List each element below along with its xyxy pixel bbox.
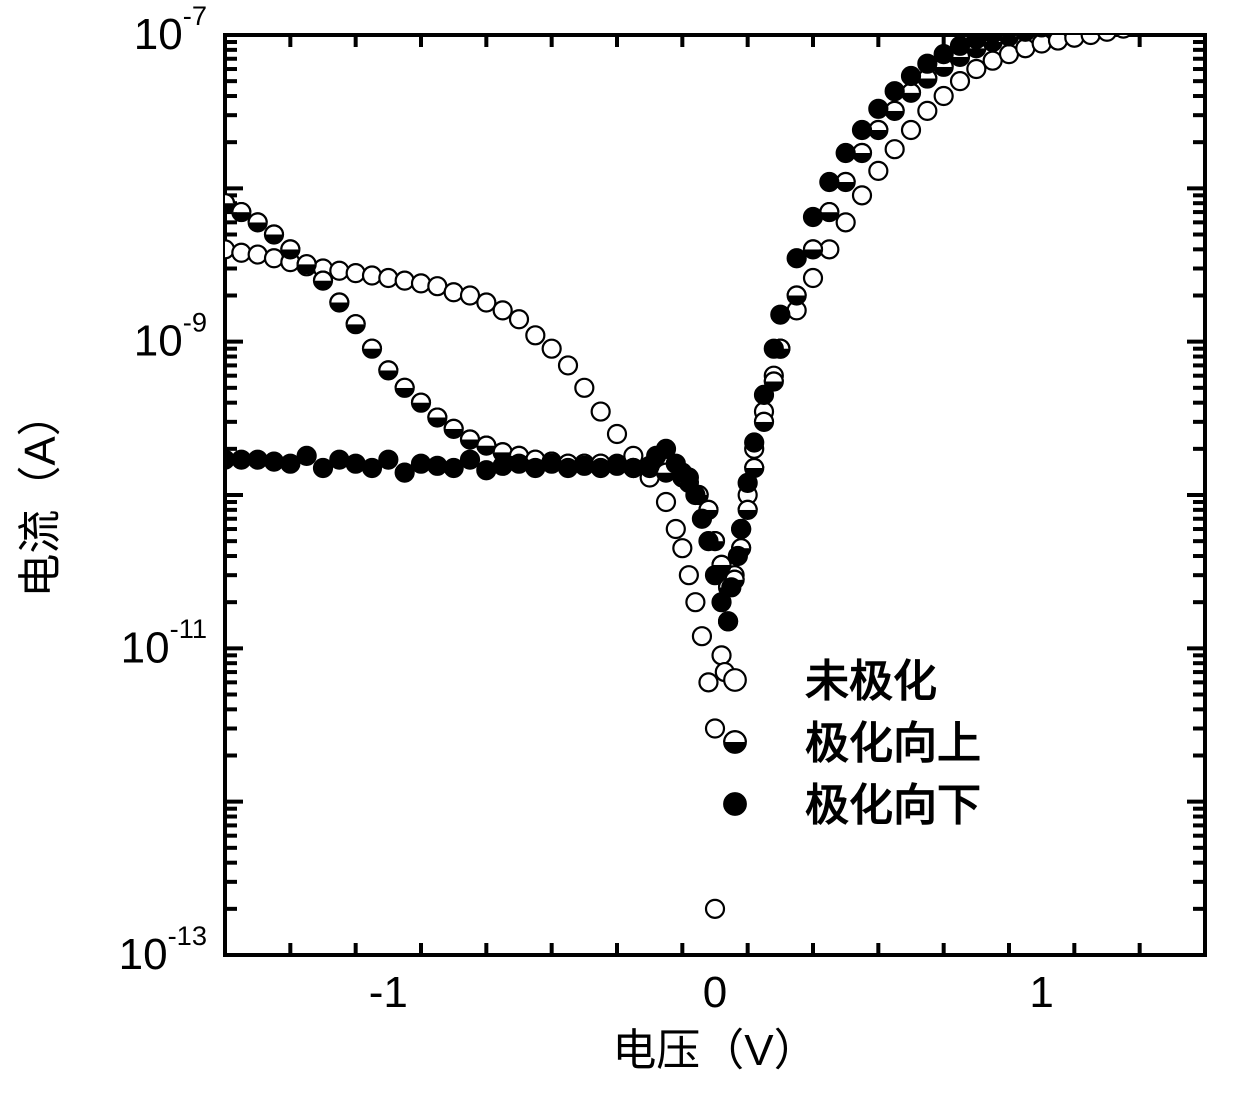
x-tick-label: 1	[1029, 968, 1053, 1017]
chart-svg: -10110-1310-1110-910-7电压（V）电流（A）未极化极化向上极…	[0, 0, 1240, 1114]
x-tick-label: 0	[703, 968, 727, 1017]
legend-label: 未极化	[805, 657, 937, 706]
x-tick-label: -1	[369, 968, 408, 1017]
x-axis-title: 电压（V）	[612, 1026, 817, 1075]
legend-label: 极化向下	[805, 781, 981, 830]
y-axis-title: 电流（A）	[16, 392, 65, 597]
legend-label: 极化向上	[805, 719, 981, 768]
iv-curve-chart: -10110-1310-1110-910-7电压（V）电流（A）未极化极化向上极…	[0, 0, 1240, 1114]
